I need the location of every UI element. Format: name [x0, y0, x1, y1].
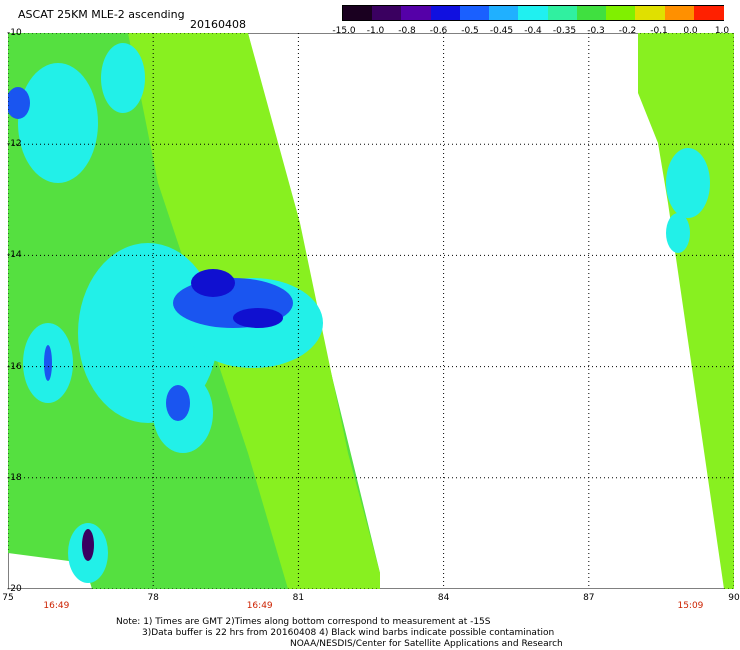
lon-tick-label: 84	[437, 593, 450, 603]
color-scale-label: -0.8	[398, 26, 416, 36]
color-scale-segment	[430, 6, 461, 20]
color-scale-segment	[664, 6, 695, 20]
color-scale-segment	[576, 6, 608, 20]
color-scale-segment	[401, 6, 432, 20]
lat-tick-label: -12	[7, 139, 22, 150]
blue-patch	[44, 345, 52, 381]
deep-blue-patch	[233, 308, 283, 328]
color-scale-label: -0.45	[489, 26, 514, 36]
color-scale-label: -0.4	[524, 26, 542, 36]
color-scale-segment	[343, 6, 374, 20]
lon-tick-label: 78	[147, 593, 159, 603]
color-scale-segment	[547, 6, 578, 20]
color-scale-segment	[606, 6, 637, 20]
color-scale-label: -0.3	[587, 26, 605, 36]
lon-tick-label: 75	[2, 593, 14, 603]
lon-tick-label: 90	[728, 593, 740, 603]
color-scale-segment	[693, 6, 724, 20]
lat-tick-label: -14	[7, 250, 22, 261]
color-scale-segment	[459, 6, 491, 20]
color-scale-label: -0.5	[461, 26, 479, 36]
color-scale-label: -0.2	[618, 26, 637, 36]
color-scale-segment	[518, 6, 549, 20]
map-title: ASCAT 25KM MLE-2 ascending	[18, 8, 185, 21]
pass-time-label: 15:09	[677, 601, 704, 611]
pass-time-label: 16:49	[246, 601, 273, 611]
cyan-patch	[666, 213, 690, 253]
map-date: 20160408	[190, 18, 246, 31]
blue-patch	[8, 87, 30, 119]
color-scale-bar	[342, 5, 724, 21]
color-scale-label: -0.35	[552, 26, 577, 36]
lon-tick-label: 81	[292, 593, 305, 603]
blue-patch	[166, 385, 190, 421]
dotted-grid	[8, 33, 734, 589]
color-scale-segment	[489, 6, 520, 20]
swath-map	[8, 33, 734, 589]
pass-time-label: 16:49	[43, 601, 70, 611]
note-line-1: Note: 1) Times are GMT 2)Times along bot…	[116, 617, 491, 627]
lon-tick-label: 87	[583, 593, 595, 603]
cyan-patch	[101, 43, 145, 113]
lat-tick-label: -10	[7, 28, 22, 38]
lat-tick-label: -18	[7, 472, 22, 483]
color-scale-segment	[372, 6, 403, 20]
color-scale-label: 0.0	[683, 26, 698, 36]
deep-blue-patch	[191, 269, 235, 297]
color-scale-label: -15.0	[332, 26, 356, 36]
cyan-patch	[18, 63, 98, 183]
color-scale-label: -0.1	[650, 26, 668, 36]
swath-layer	[8, 33, 734, 589]
lat-tick-label: -20	[7, 584, 22, 594]
cyan-patch	[666, 148, 710, 218]
color-scale-label: -1.0	[366, 26, 385, 36]
note-line-2: 3)Data buffer is 22 hrs from 20160408 4)…	[142, 628, 555, 638]
lat-tick-label: -16	[7, 361, 22, 372]
note-line-3: NOAA/NESDIS/Center for Satellite Applica…	[290, 639, 563, 649]
right-swath	[638, 33, 734, 589]
color-scale-label: 1.0	[714, 26, 730, 36]
color-scale-label: -0.6	[429, 26, 448, 36]
purple-patch	[82, 529, 94, 561]
color-scale-segment	[635, 6, 666, 20]
